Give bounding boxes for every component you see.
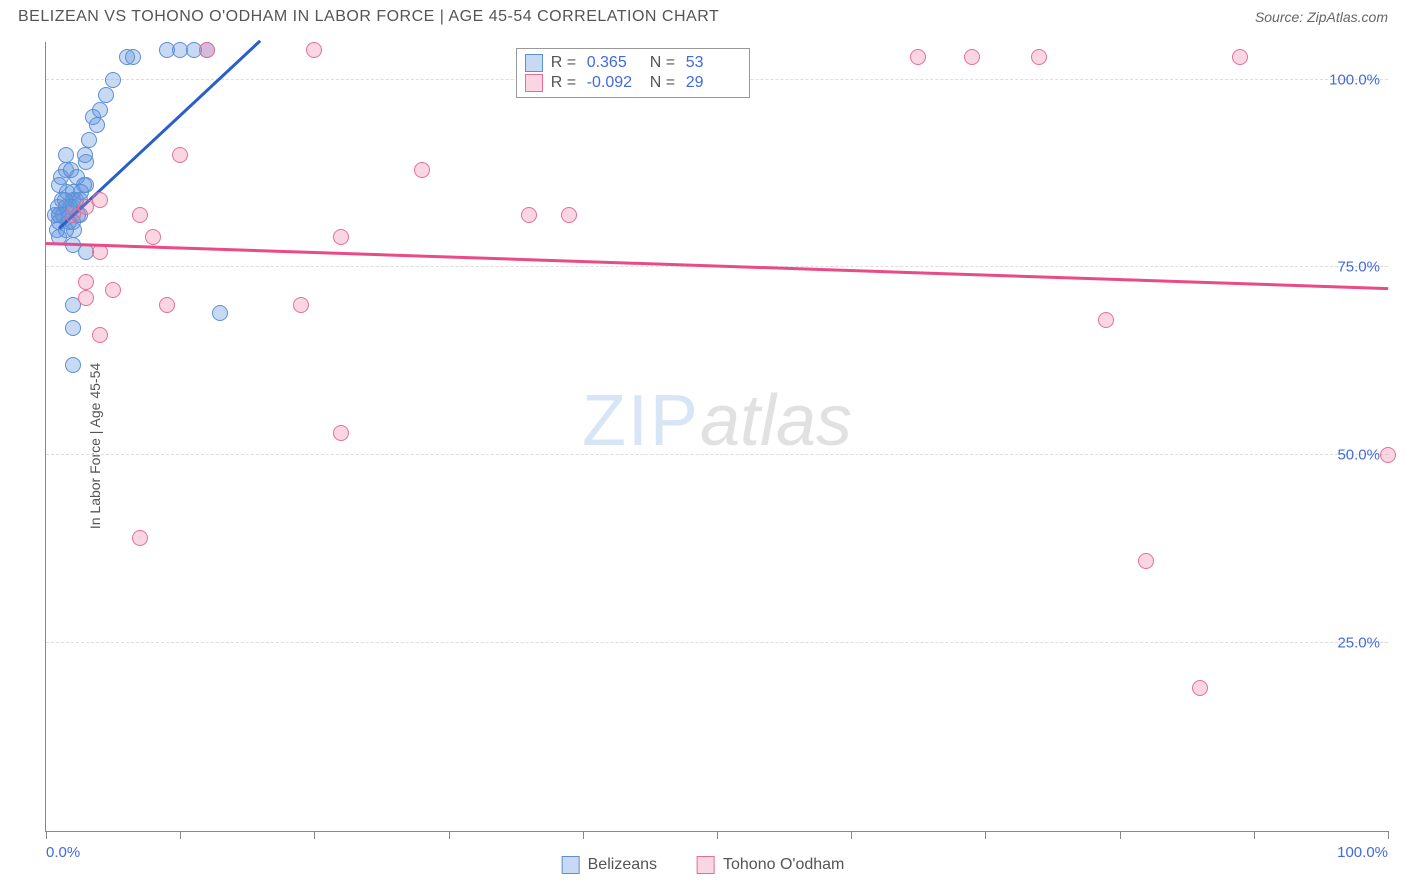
legend-swatch bbox=[562, 856, 580, 874]
data-point bbox=[1031, 49, 1047, 65]
x-tick bbox=[1388, 831, 1389, 839]
data-point bbox=[132, 207, 148, 223]
legend-item: Belizeans bbox=[562, 856, 657, 874]
correlation-legend: R = 0.365 N = 53 R = -0.092 N = 29 bbox=[516, 48, 750, 98]
x-tick-label: 0.0% bbox=[46, 844, 80, 861]
data-point bbox=[78, 290, 94, 306]
data-point bbox=[333, 229, 349, 245]
data-point bbox=[92, 327, 108, 343]
data-point bbox=[65, 320, 81, 336]
source-label: Source: ZipAtlas.com bbox=[1255, 9, 1388, 25]
data-point bbox=[81, 132, 97, 148]
data-point bbox=[89, 117, 105, 133]
data-point bbox=[77, 147, 93, 163]
legend-row: R = -0.092 N = 29 bbox=[525, 73, 741, 93]
legend-swatch bbox=[525, 74, 543, 92]
n-label: N = bbox=[650, 54, 678, 72]
chart-title: BELIZEAN VS TOHONO O'ODHAM IN LABOR FORC… bbox=[18, 8, 719, 26]
legend-swatch bbox=[525, 54, 543, 72]
y-tick-label: 100.0% bbox=[1329, 71, 1380, 88]
n-value: 53 bbox=[686, 54, 741, 72]
data-point bbox=[910, 49, 926, 65]
x-tick bbox=[717, 831, 718, 839]
data-point bbox=[1098, 312, 1114, 328]
legend-swatch bbox=[697, 856, 715, 874]
y-tick-label: 25.0% bbox=[1337, 635, 1380, 652]
watermark-atlas: atlas bbox=[700, 381, 852, 461]
data-point bbox=[1138, 553, 1154, 569]
data-point bbox=[306, 42, 322, 58]
legend-label: Tohono O'odham bbox=[723, 856, 844, 874]
data-point bbox=[159, 297, 175, 313]
data-point bbox=[92, 244, 108, 260]
x-tick bbox=[449, 831, 450, 839]
scatter-chart: ZIPatlas 25.0%50.0%75.0%100.0%0.0%100.0%… bbox=[45, 42, 1388, 832]
x-tick bbox=[46, 831, 47, 839]
data-point bbox=[212, 305, 228, 321]
x-tick bbox=[1120, 831, 1121, 839]
data-point bbox=[1380, 447, 1396, 463]
legend-item: Tohono O'odham bbox=[697, 856, 844, 874]
legend-label: Belizeans bbox=[588, 856, 657, 874]
gridline bbox=[46, 642, 1388, 643]
watermark: ZIPatlas bbox=[582, 380, 852, 462]
data-point bbox=[333, 425, 349, 441]
data-point bbox=[125, 49, 141, 65]
y-tick-label: 50.0% bbox=[1337, 447, 1380, 464]
data-point bbox=[561, 207, 577, 223]
data-point bbox=[47, 207, 63, 223]
data-point bbox=[1232, 49, 1248, 65]
data-point bbox=[172, 147, 188, 163]
data-point bbox=[521, 207, 537, 223]
x-tick bbox=[1254, 831, 1255, 839]
x-tick bbox=[180, 831, 181, 839]
data-point bbox=[105, 282, 121, 298]
r-label: R = bbox=[551, 74, 579, 92]
r-value: -0.092 bbox=[587, 74, 642, 92]
data-point bbox=[414, 162, 430, 178]
data-point bbox=[65, 357, 81, 373]
data-point bbox=[78, 274, 94, 290]
title-bar: BELIZEAN VS TOHONO O'ODHAM IN LABOR FORC… bbox=[0, 0, 1406, 32]
n-value: 29 bbox=[686, 74, 741, 92]
data-point bbox=[145, 229, 161, 245]
watermark-zip: ZIP bbox=[582, 381, 700, 461]
data-point bbox=[57, 192, 73, 208]
data-point bbox=[293, 297, 309, 313]
x-tick-label: 100.0% bbox=[1337, 844, 1388, 861]
legend-row: R = 0.365 N = 53 bbox=[525, 53, 741, 73]
n-label: N = bbox=[650, 74, 678, 92]
data-point bbox=[132, 530, 148, 546]
x-tick bbox=[314, 831, 315, 839]
data-point bbox=[964, 49, 980, 65]
data-point bbox=[73, 184, 89, 200]
data-point bbox=[199, 42, 215, 58]
y-tick-label: 75.0% bbox=[1337, 259, 1380, 276]
legend-bottom: Belizeans Tohono O'odham bbox=[562, 856, 845, 874]
x-tick bbox=[985, 831, 986, 839]
r-label: R = bbox=[551, 54, 579, 72]
data-point bbox=[69, 169, 85, 185]
x-tick bbox=[583, 831, 584, 839]
x-tick bbox=[851, 831, 852, 839]
data-point bbox=[58, 147, 74, 163]
data-point bbox=[98, 87, 114, 103]
data-point bbox=[92, 192, 108, 208]
data-point bbox=[1192, 680, 1208, 696]
r-value: 0.365 bbox=[587, 54, 642, 72]
gridline bbox=[46, 454, 1388, 455]
data-point bbox=[105, 72, 121, 88]
